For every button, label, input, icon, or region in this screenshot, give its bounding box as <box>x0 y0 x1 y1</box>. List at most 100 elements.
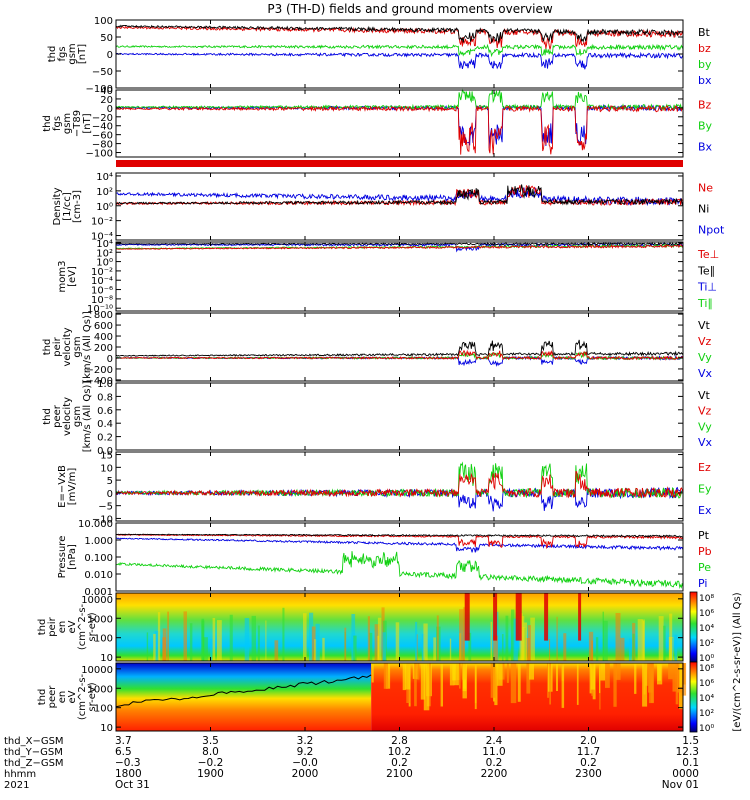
electron-spectrogram-streak <box>494 663 498 706</box>
electron-spectrogram-streak <box>657 663 661 681</box>
electron-spectrogram-streak <box>383 663 388 689</box>
ion-spectrogram-streak <box>449 638 452 661</box>
ion-spectrogram-streak <box>203 637 208 661</box>
y-axis-label: [1/cc] <box>62 192 73 221</box>
ion-spectrogram-burst <box>493 593 498 641</box>
electron-spectrogram-streak <box>605 663 610 688</box>
y-axis-label: [km/s (All Qs)] <box>82 381 93 453</box>
ion-spectrogram-streak <box>511 609 515 661</box>
electron-spectrogram-streak <box>453 663 459 686</box>
x-tick-value: 0.2 <box>391 757 408 769</box>
ion-spectrogram-streak <box>311 626 316 661</box>
y-tick-label: −100 <box>86 149 113 160</box>
electron-spectrogram-streak <box>668 663 673 680</box>
y-tick-label: 10 <box>100 723 113 734</box>
y-axis-label: sr-eV) <box>87 612 98 641</box>
electron-spectrogram-streak <box>423 663 430 711</box>
colorbar-tick-label: 10² <box>699 639 714 649</box>
y-tick-label: 1000 <box>88 684 113 695</box>
y-tick-label: 0 <box>107 489 113 500</box>
flag-bar <box>116 160 683 167</box>
panel-frame <box>115 172 684 241</box>
y-tick-label: 600 <box>94 321 113 332</box>
y-tick-label: 50 <box>100 33 113 44</box>
electron-spectrogram-streak <box>642 663 648 707</box>
y-tick-label: 1.000 <box>84 536 113 547</box>
x-tick-value: 3.2 <box>297 735 314 747</box>
y-tick-label: 10 <box>100 463 113 474</box>
y-tick-label: 0.6 <box>97 406 113 417</box>
ion-spectrogram-streak <box>632 633 635 661</box>
electron-spectrogram-streak <box>462 663 467 692</box>
legend-Bt: Bt <box>698 26 711 39</box>
x-tick-value: 11.7 <box>577 746 600 758</box>
y-axis-label: E=−VxB <box>57 465 68 508</box>
ion-spectrogram-streak <box>669 613 673 661</box>
ion-spectrogram-streak <box>229 614 233 661</box>
ion-spectrogram-streak <box>377 617 382 661</box>
legend-Vt: Vt <box>698 389 711 402</box>
ion-spectrogram-streak <box>167 611 169 661</box>
x-row-label: thd_Y−GSM <box>4 747 63 758</box>
ion-spectrogram-streak <box>421 633 425 661</box>
y-axis-label: gsm <box>72 406 83 427</box>
ion-spectrogram-streak <box>212 618 216 661</box>
panel-peer-eflux: 10000 1000 100 10 thd peer en eV (cm^2-s-sr-eV) <box>37 662 687 734</box>
y-tick-label: 0 <box>107 354 113 365</box>
legend-Vx: Vx <box>698 367 713 380</box>
x-tick-value: 1.5 <box>682 735 699 747</box>
ion-spectrogram-streak <box>157 612 161 661</box>
panel-fgs-gsm: 100 50 0 −50 −100 thd fgs gsm [nT] Bt bz by bx <box>47 16 712 95</box>
legend-Bz: Bz <box>698 99 712 112</box>
y-axis-label: [km/s (All Qs)] <box>82 311 93 383</box>
legend-Vx: Vx <box>698 436 713 449</box>
y-axis-label: thd <box>37 689 48 706</box>
y-axis-label: peir <box>47 616 58 636</box>
electron-spectrogram-streak <box>506 663 509 683</box>
legend-Vz: Vz <box>698 405 712 418</box>
legend-Vy: Vy <box>698 420 712 433</box>
y-tick-label: 40 <box>100 86 113 97</box>
legend-bx: bx <box>698 74 712 87</box>
ion-spectrogram-streak <box>433 637 436 661</box>
ion-spectrogram-streak <box>265 620 267 661</box>
x-tick-value: 9.2 <box>297 746 314 758</box>
y-axis-label: (cm^2-s- <box>77 603 88 650</box>
legend-By: By <box>698 120 713 133</box>
legend-Te∥: Te∥ <box>697 264 715 277</box>
y-tick-label: 10⁻⁴ <box>91 276 113 287</box>
x-tick-value: 2300 <box>575 768 602 780</box>
ion-spectrogram-streak <box>282 607 285 661</box>
ion-spectrogram-streak <box>183 611 187 661</box>
ion-spectrogram-streak <box>344 627 347 661</box>
y-axis-label: gsm <box>62 113 73 134</box>
series-vt <box>115 339 684 357</box>
colorbar-tick-label: 10⁶ <box>699 609 714 619</box>
y-tick-label: 100 <box>94 16 113 27</box>
electron-spectrogram-streak <box>672 663 677 692</box>
y-tick-label: 100 <box>94 704 113 715</box>
y-axis-label: eV <box>67 620 78 633</box>
ion-spectrogram-streak <box>322 637 325 661</box>
y-axis-label: thd <box>47 46 58 63</box>
y-tick-label: 10⁻² <box>91 217 113 228</box>
y-tick-label: 10⁻¹⁰ <box>87 304 113 315</box>
ion-spectrogram-streak <box>522 627 525 661</box>
legend-Ne: Ne <box>698 182 713 195</box>
x-tick-value: 1800 <box>115 768 142 780</box>
ion-spectrogram-streak <box>351 614 356 661</box>
ion-spectrogram-streak <box>502 634 504 661</box>
panel-frame <box>115 312 684 382</box>
x-row-label: hhmm <box>4 769 36 780</box>
y-axis-label: [nPa] <box>67 544 78 570</box>
electron-spectrogram-streak <box>414 663 417 707</box>
x-tick-value: 0.1 <box>682 757 699 769</box>
legend-Pb: Pb <box>698 545 712 558</box>
x-tick-value: 10.2 <box>388 746 411 758</box>
y-axis-label: Density <box>52 187 63 225</box>
y-tick-label: 10² <box>96 187 113 198</box>
electron-spectrogram-streak <box>474 663 477 710</box>
panel-pressure: 10.000 1.000 0.100 0.010 0.001 Pressure [nPa] P… <box>57 519 712 598</box>
legend-Vz: Vz <box>698 335 712 348</box>
